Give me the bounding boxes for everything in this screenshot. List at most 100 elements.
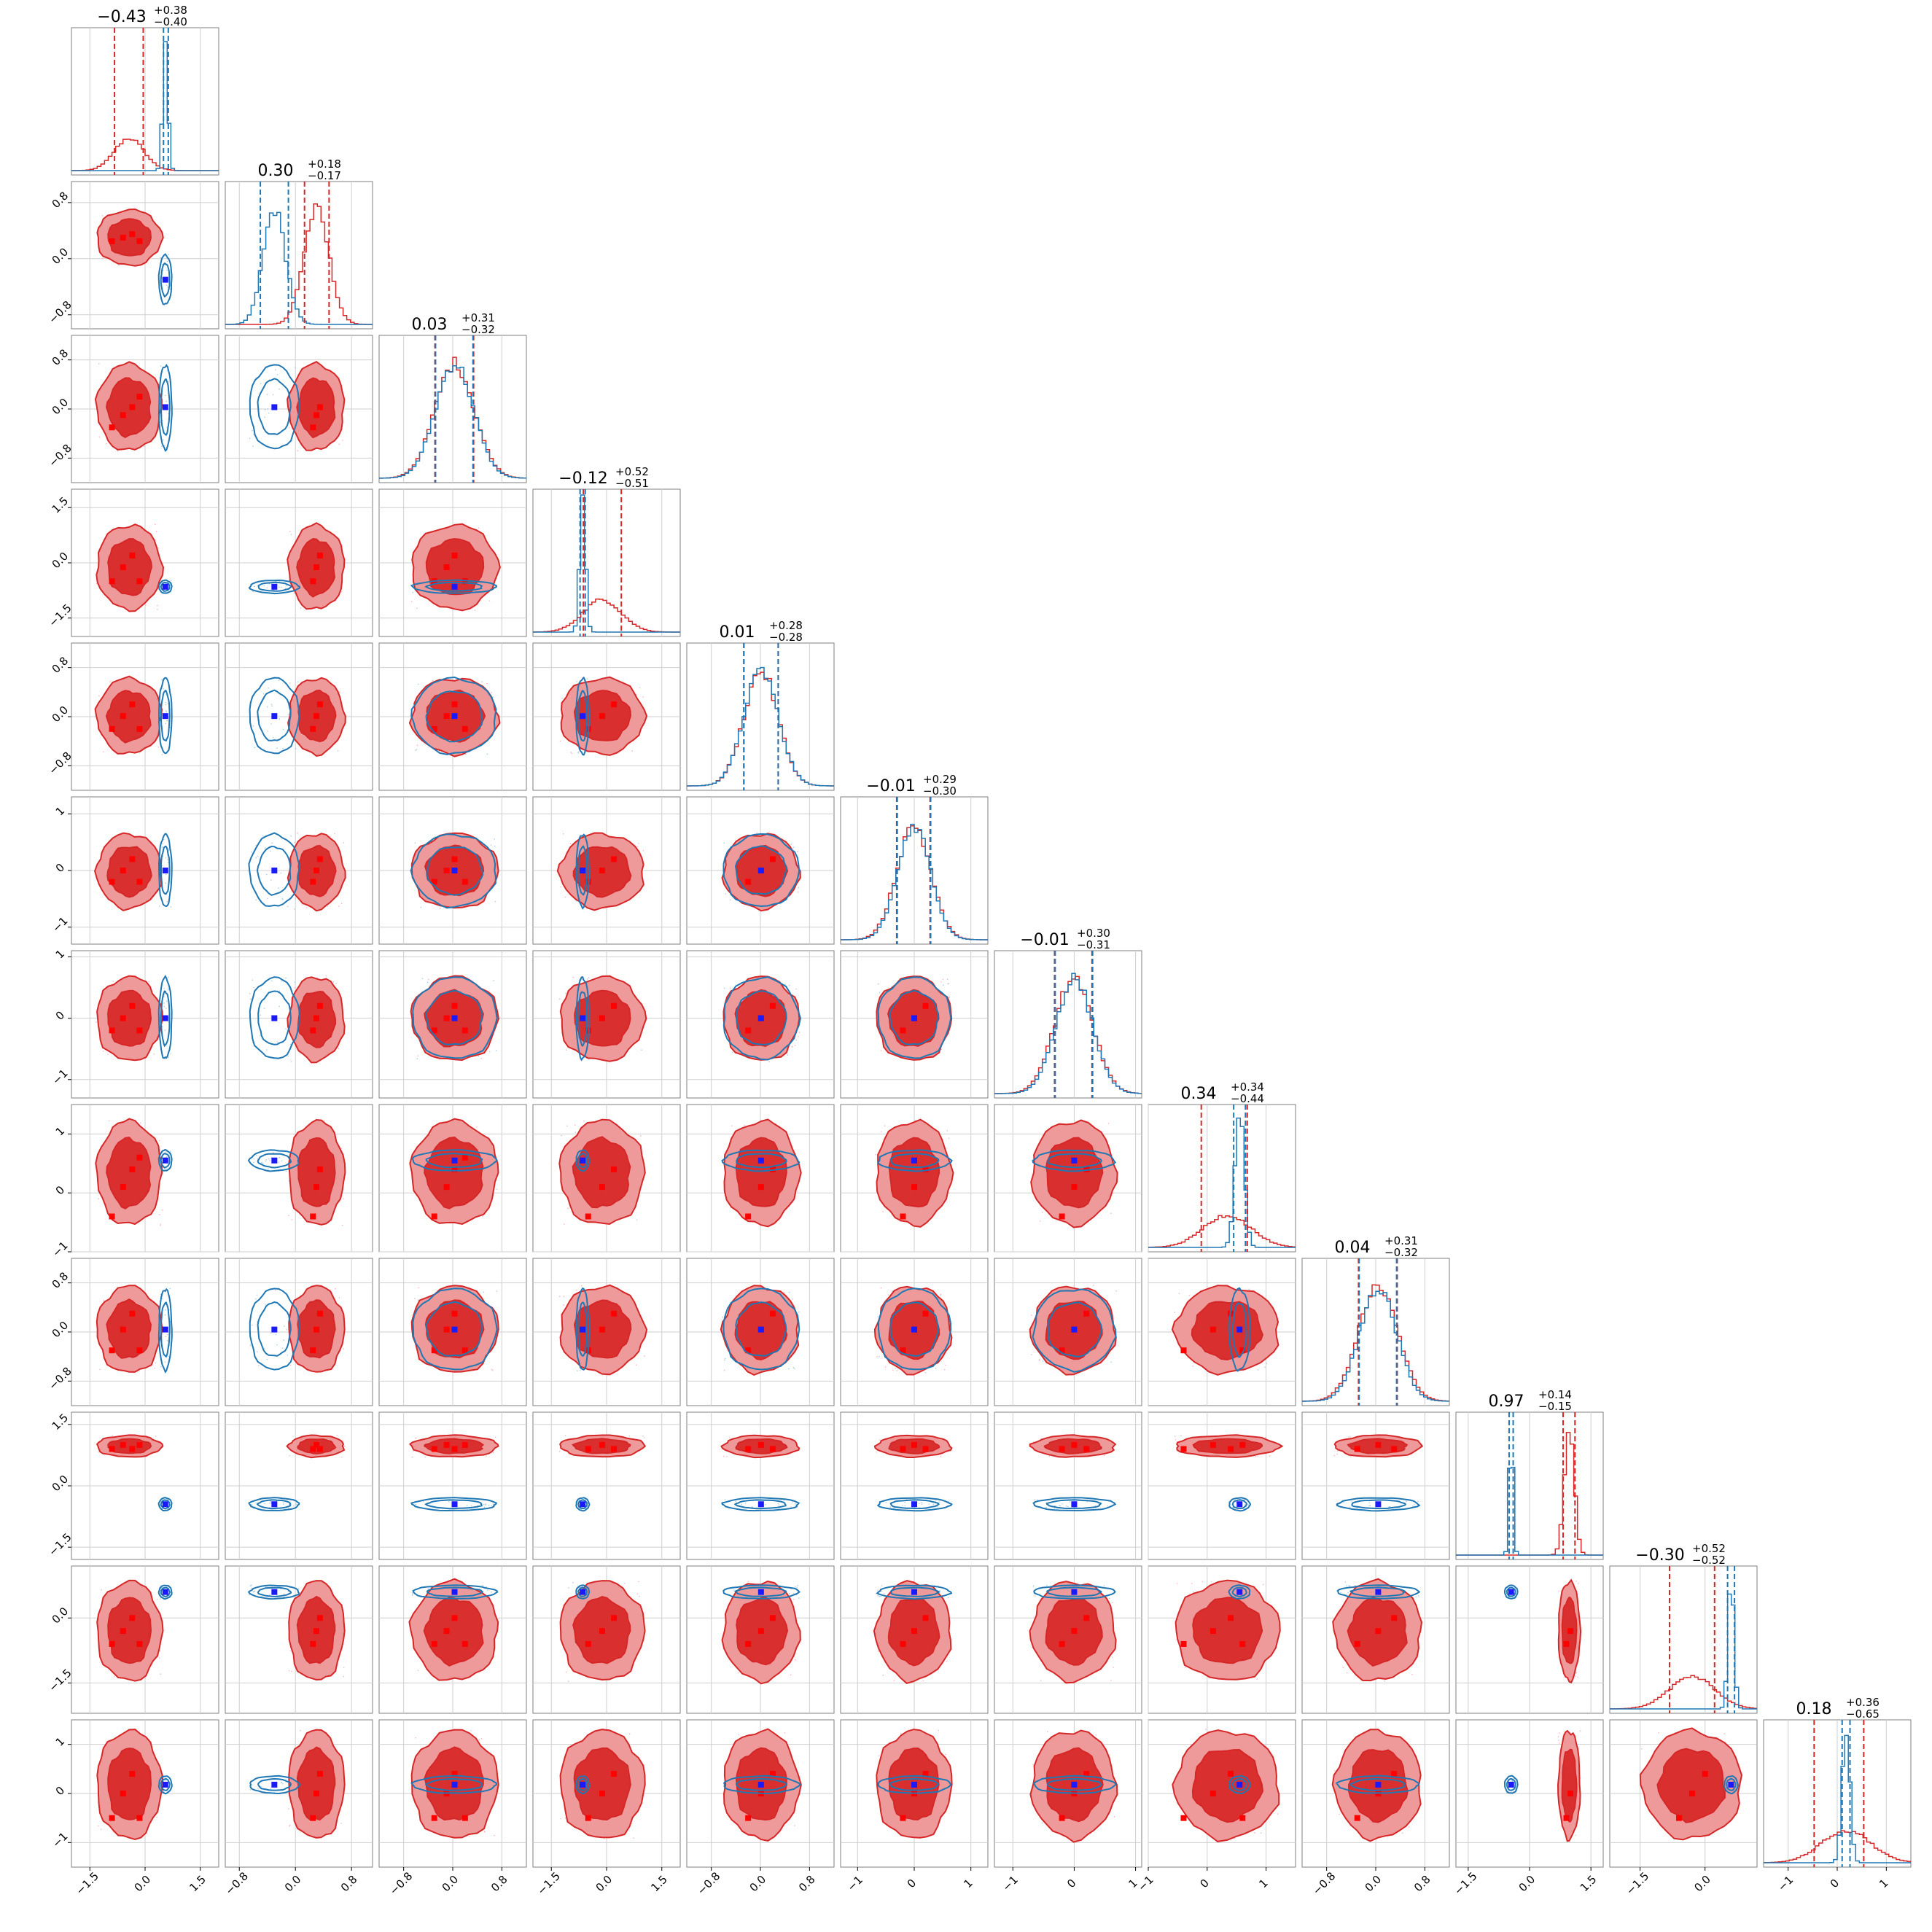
truth-marker-red [443, 1441, 450, 1448]
contour-panel-10-9 [1455, 1565, 1604, 1714]
sample-point-red [494, 1436, 496, 1438]
sample-point-blue [167, 862, 169, 863]
sample-point-red [882, 1675, 884, 1676]
truth-marker-blue [580, 1157, 586, 1164]
sample-point-blue [166, 1340, 168, 1341]
truth-marker-blue [271, 713, 278, 720]
contour-red-inner [105, 377, 152, 438]
sample-point-red [1269, 1455, 1271, 1457]
sample-point-red [301, 904, 303, 905]
sample-point-red [639, 687, 641, 689]
sample-point-blue [1347, 1592, 1349, 1594]
sample-point-blue [268, 1158, 270, 1160]
y-tick-label: 1.5 [50, 494, 71, 516]
sample-point-blue [1409, 1594, 1411, 1595]
truth-marker-red [461, 1154, 468, 1161]
truth-marker-red [316, 701, 323, 708]
sample-point-red [1115, 1290, 1117, 1292]
contour-blue-inner [577, 1301, 588, 1357]
sample-point-blue [161, 679, 163, 680]
contour-panel-11-0: −1 0 1 −1.5 0.0 1.5 [50, 1719, 219, 1898]
contour-blue-outer [722, 833, 801, 908]
y-tick-label: 0 [53, 1784, 67, 1798]
contour-blue-outer [412, 976, 498, 1059]
contour-panel-8-4 [686, 1258, 835, 1406]
truth-marker-red [313, 1326, 320, 1333]
sample-point-red [336, 1434, 338, 1436]
sample-point-blue [271, 980, 273, 981]
sample-point-blue [160, 365, 162, 367]
sample-point-red [107, 1053, 109, 1055]
sample-point-red [1558, 1740, 1559, 1741]
truth-marker-red [316, 552, 323, 558]
histogram-panel-1: 0.30 +0.18−0.17 [225, 157, 373, 330]
contour-blue-outer [157, 974, 173, 1059]
sample-point-red [729, 899, 731, 901]
sample-point-red [1559, 1742, 1560, 1744]
contour-blue-outer [1228, 1497, 1252, 1512]
truth-marker-red [922, 1615, 929, 1621]
sample-point-blue [168, 976, 169, 978]
sample-point-blue [170, 580, 172, 582]
histogram-panel-5: −0.01 +0.29−0.30 [840, 773, 989, 945]
panel-title-median: 0.01 [720, 623, 755, 642]
truth-marker-red [922, 1002, 929, 1009]
y-tick-label: 0 [53, 1008, 67, 1022]
truth-marker-red [1239, 1347, 1246, 1354]
sample-point-blue [283, 1593, 285, 1595]
truth-marker-red [611, 1310, 618, 1317]
contour-panel-7-3 [532, 1104, 681, 1253]
truth-marker-blue [580, 1501, 586, 1508]
sample-point-red [96, 1021, 97, 1023]
sample-point-blue [904, 1505, 906, 1507]
contour-blue-outer [157, 833, 173, 908]
sample-point-red [1559, 1732, 1560, 1734]
contour-blue-outer [575, 1497, 591, 1512]
x-tick-label: 1.5 [187, 1873, 209, 1895]
truth-marker-red [900, 1213, 906, 1220]
sample-point-red [876, 1356, 878, 1358]
sample-point-red [476, 1126, 478, 1128]
sample-point-blue [256, 1154, 257, 1156]
sample-point-red [940, 1456, 942, 1457]
truth-marker-red [769, 1002, 776, 1009]
sample-point-red [1192, 1591, 1194, 1593]
sample-point-red [103, 751, 104, 753]
sample-point-red [723, 1359, 725, 1361]
sample-point-blue [283, 1339, 284, 1341]
truth-marker-blue [580, 1015, 586, 1021]
contour-blue-outer [249, 677, 300, 755]
contour-blue-outer [1504, 1584, 1519, 1600]
truth-marker-red [1563, 1815, 1570, 1821]
contour-blue-outer [1503, 1775, 1519, 1794]
sample-point-blue [253, 1590, 254, 1592]
truth-marker-blue [1071, 1157, 1078, 1164]
contour-red-inner [106, 1298, 152, 1359]
x-tick-label: 0.8 [796, 1873, 818, 1895]
sample-point-red [410, 600, 413, 602]
sample-point-red [1579, 1730, 1581, 1732]
sample-point-red [155, 1436, 157, 1437]
x-tick-label: −1 [1135, 1873, 1156, 1893]
sample-point-red [569, 843, 572, 844]
sample-point-red [738, 1734, 740, 1736]
truth-marker-red [136, 578, 143, 585]
sample-point-blue [417, 1299, 419, 1301]
contour-panel-11-4: −0.8 0.0 0.8 [686, 1719, 835, 1898]
sample-point-red [572, 1581, 574, 1584]
truth-marker-red [129, 231, 136, 238]
truth-marker-blue [1071, 1326, 1078, 1333]
sample-point-blue [160, 445, 163, 448]
sample-point-red [160, 1673, 162, 1675]
sample-point-blue [249, 437, 251, 440]
truth-marker-red [769, 1771, 776, 1777]
contour-red-inner [423, 1597, 484, 1667]
truth-marker-red [1083, 1615, 1090, 1621]
contour-blue-inner [1231, 1777, 1247, 1791]
truth-marker-red [1210, 1791, 1216, 1796]
sample-point-red [98, 1198, 99, 1199]
truth-marker-red [461, 1027, 468, 1034]
sample-point-blue [784, 983, 786, 986]
sample-point-blue [1069, 1501, 1071, 1503]
sample-point-blue [166, 720, 168, 722]
